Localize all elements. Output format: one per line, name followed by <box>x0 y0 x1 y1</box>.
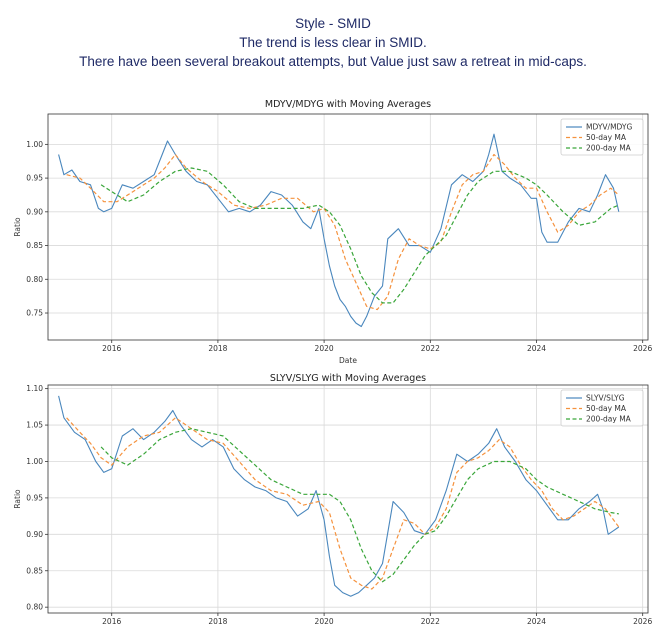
x-tick-label: 2018 <box>208 617 227 626</box>
legend-label: 50-day MA <box>586 404 627 413</box>
chart-slyv-slyg: SLYV/SLYG with Moving Averages 2016 2018 20… <box>0 370 666 639</box>
series-line-ma200 <box>100 167 620 304</box>
legend-box <box>560 389 644 427</box>
y-tick-label: 0.80 <box>26 275 43 284</box>
series-line-ma50 <box>66 417 620 590</box>
legend-label: 50-day MA <box>586 133 627 142</box>
series-line-ma50 <box>66 153 620 311</box>
y-axis-label: Ratio <box>13 217 22 237</box>
x-tick-label: 2024 <box>527 344 546 353</box>
y-tick-label: 0.85 <box>26 566 43 575</box>
x-tick-label: 2024 <box>527 617 546 626</box>
header-line-3: There have been several breakout attempt… <box>79 54 587 69</box>
x-tick-label: 2026 <box>633 344 652 353</box>
y-tick-label: 1.00 <box>26 457 43 466</box>
x-tick-label: 2020 <box>315 617 334 626</box>
legend-label: SLYV/SLYG <box>586 394 625 403</box>
x-tick-label: 2022 <box>421 617 440 626</box>
chart-title: SLYV/SLYG with Moving Averages <box>270 373 426 384</box>
series-line-ratio <box>58 395 620 597</box>
header-line-2: The trend is less clear in SMID. <box>239 35 427 50</box>
x-tick-label: 2026 <box>633 617 652 626</box>
legend-box <box>560 118 644 156</box>
y-tick-label: 0.85 <box>26 241 43 250</box>
plot-frame <box>47 384 649 614</box>
legend-label: 200-day MA <box>586 144 632 153</box>
y-tick-label: 1.05 <box>26 421 43 430</box>
chart-mdyv-mdyg: MDYV/MDYG with Moving Averages 2016 2018 20… <box>0 95 666 370</box>
x-tick-label: 2016 <box>102 344 121 353</box>
header-line-1: Style - SMID <box>295 16 371 31</box>
chart-svg: MDYV/MDYG with Moving Averages 2016 2018 20… <box>13 99 652 365</box>
y-tick-label: 1.10 <box>26 384 43 393</box>
y-tick-label: 0.90 <box>26 530 43 539</box>
legend-label: MDYV/MDYG <box>586 123 632 132</box>
y-tick-label: 0.75 <box>26 309 43 318</box>
series-line-ma200 <box>100 428 619 583</box>
y-tick-label: 0.90 <box>26 207 43 216</box>
x-tick-label: 2022 <box>421 344 440 353</box>
x-tick-label: 2016 <box>102 617 121 626</box>
y-tick-label: 1.00 <box>26 140 43 149</box>
series-line-ratio <box>58 133 620 328</box>
y-tick-label: 0.95 <box>26 174 43 183</box>
y-tick-label: 0.80 <box>26 603 43 612</box>
x-tick-label: 2020 <box>315 344 334 353</box>
y-tick-label: 0.95 <box>26 493 43 502</box>
plot-frame <box>47 113 649 341</box>
legend-label: 200-day MA <box>586 415 632 424</box>
chart-svg: SLYV/SLYG with Moving Averages 2016 2018 20… <box>13 373 652 626</box>
chart-title: MDYV/MDYG with Moving Averages <box>265 99 431 110</box>
x-tick-label: 2018 <box>208 344 227 353</box>
page-header: Style - SMID The trend is less clear in … <box>0 14 666 71</box>
y-axis-label: Ratio <box>13 489 22 509</box>
x-axis-label: Date <box>339 356 357 365</box>
